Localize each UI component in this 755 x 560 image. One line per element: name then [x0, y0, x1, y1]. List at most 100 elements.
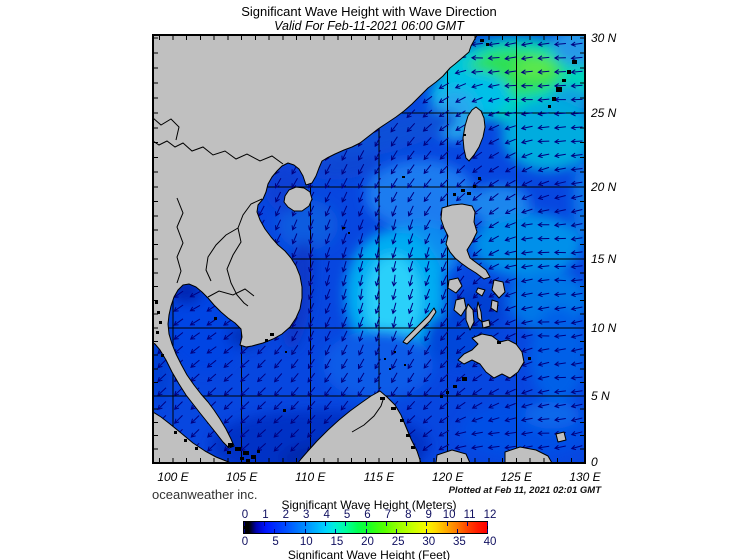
- oceanweather-branding: oceanweather inc.: [152, 487, 258, 502]
- legend-meters-scale: 0 1 2 3 4 5 6 7 8 9 10 11 12: [242, 509, 497, 521]
- islet: [453, 193, 456, 196]
- border-laos-thailand: [205, 227, 239, 282]
- islet: [552, 97, 556, 101]
- lat-axis-label: 10 N: [591, 321, 617, 335]
- islet: [155, 301, 158, 304]
- lon-axis-label: 125 E: [501, 470, 533, 484]
- legend-meters-tick: 1: [262, 509, 269, 521]
- islet: [214, 317, 217, 320]
- colorbar-tick-top: [284, 522, 286, 526]
- islet: [480, 39, 484, 42]
- islet: [285, 351, 287, 353]
- legend-meters-tick: 5: [343, 509, 351, 521]
- legend-meters-tick: 8: [405, 509, 412, 521]
- lat-axis-label: 0: [591, 455, 598, 469]
- legend-feet-tick: 0: [241, 536, 249, 548]
- legend-meters-tick: 7: [384, 509, 392, 521]
- mindanao-island: [457, 333, 525, 379]
- colorbar-tick-bottom: [274, 529, 276, 533]
- colorbar-tick-top: [406, 522, 407, 526]
- islet: [404, 364, 406, 366]
- landmasses: [153, 35, 567, 463]
- legend-meters-tick: 4: [323, 509, 330, 521]
- legend-feet-title: Significant Wave Height (Feet): [287, 548, 451, 560]
- country-borders: [153, 117, 385, 433]
- islet: [461, 189, 465, 192]
- taiwan-island: [462, 106, 486, 162]
- masbate-island: [475, 287, 486, 297]
- lon-axis-label: 120 E: [432, 470, 464, 484]
- colorbar-tick-bottom: [456, 529, 458, 533]
- bohol-island: [481, 319, 491, 329]
- islet: [446, 391, 449, 394]
- islet: [270, 333, 274, 336]
- borneo-island: [297, 390, 422, 463]
- islet: [227, 451, 231, 454]
- islet: [453, 385, 457, 388]
- colorbar-tick-bottom: [244, 529, 245, 533]
- border-malaysia-indonesia: [351, 396, 385, 433]
- islet: [161, 354, 164, 357]
- islet: [473, 185, 476, 188]
- plotted-timestamp: Plotted at Feb 11, 2021 02:01 GMT: [448, 485, 601, 496]
- islet: [348, 232, 350, 234]
- map-frame-and-ticks: [152, 34, 586, 464]
- islet: [400, 419, 404, 422]
- wave-height-blob: [530, 307, 585, 403]
- islet: [467, 192, 471, 195]
- lon-axis-label: 100 E: [157, 470, 189, 484]
- legend-meters-tick: 10: [442, 509, 456, 521]
- wave-height-blob: [502, 99, 585, 171]
- colorbar-tick-bottom: [365, 529, 367, 533]
- islet: [402, 176, 405, 178]
- sumatra-island: [153, 411, 232, 463]
- colorbar-tick-top: [325, 522, 326, 526]
- wave-height-blob: [524, 401, 580, 429]
- legend-feet-tick: 20: [361, 536, 374, 548]
- islet: [283, 409, 286, 412]
- legend-feet-tick: 5: [272, 536, 279, 548]
- islet: [406, 434, 410, 437]
- palawan-island: [402, 307, 437, 345]
- legend-feet-tick: 30: [422, 536, 436, 548]
- legend-meters-tick: 6: [364, 509, 371, 521]
- islet: [157, 311, 160, 314]
- negros-island: [465, 303, 475, 331]
- islet: [562, 79, 566, 82]
- wave-height-blob: [515, 58, 555, 78]
- colorbar-tick-top: [426, 522, 428, 526]
- islet: [251, 455, 256, 459]
- islet: [389, 368, 391, 370]
- border-china-vietnam: [153, 140, 284, 165]
- legend-feet-scale: 0 5 10 15 20 25 30 35 40: [241, 536, 497, 548]
- islet: [159, 321, 162, 324]
- islet: [548, 105, 551, 108]
- wave-height-blob: [310, 154, 380, 180]
- lat-axis-label: 15 N: [591, 252, 617, 266]
- islet: [342, 227, 345, 229]
- colorbar-tick-top: [487, 522, 488, 526]
- mindoro-island: [447, 277, 463, 294]
- legend-meters-tick: 12: [483, 509, 497, 521]
- islet: [265, 339, 268, 342]
- legend-feet-tick: 35: [452, 536, 466, 548]
- islet: [567, 70, 571, 74]
- border-china-myanmar: [153, 117, 180, 141]
- legend-meters-tick: 3: [303, 509, 310, 521]
- small-islands-and-shoals: [155, 39, 577, 462]
- islet: [528, 357, 531, 360]
- wave-height-blob: [573, 160, 585, 240]
- samar-island: [491, 279, 506, 299]
- colorbar-tick-top: [446, 522, 448, 526]
- border-thailand-cambodia: [207, 288, 255, 298]
- islet: [184, 439, 187, 442]
- colorbar-tick-bottom: [426, 529, 428, 533]
- lon-axis-label: 115 E: [364, 470, 395, 484]
- islet: [463, 134, 466, 136]
- colorbar-tick-bottom: [487, 529, 488, 533]
- colorbar-tick-top: [345, 522, 347, 526]
- islet: [394, 351, 396, 353]
- cebu-island: [476, 301, 483, 323]
- islet: [156, 331, 159, 334]
